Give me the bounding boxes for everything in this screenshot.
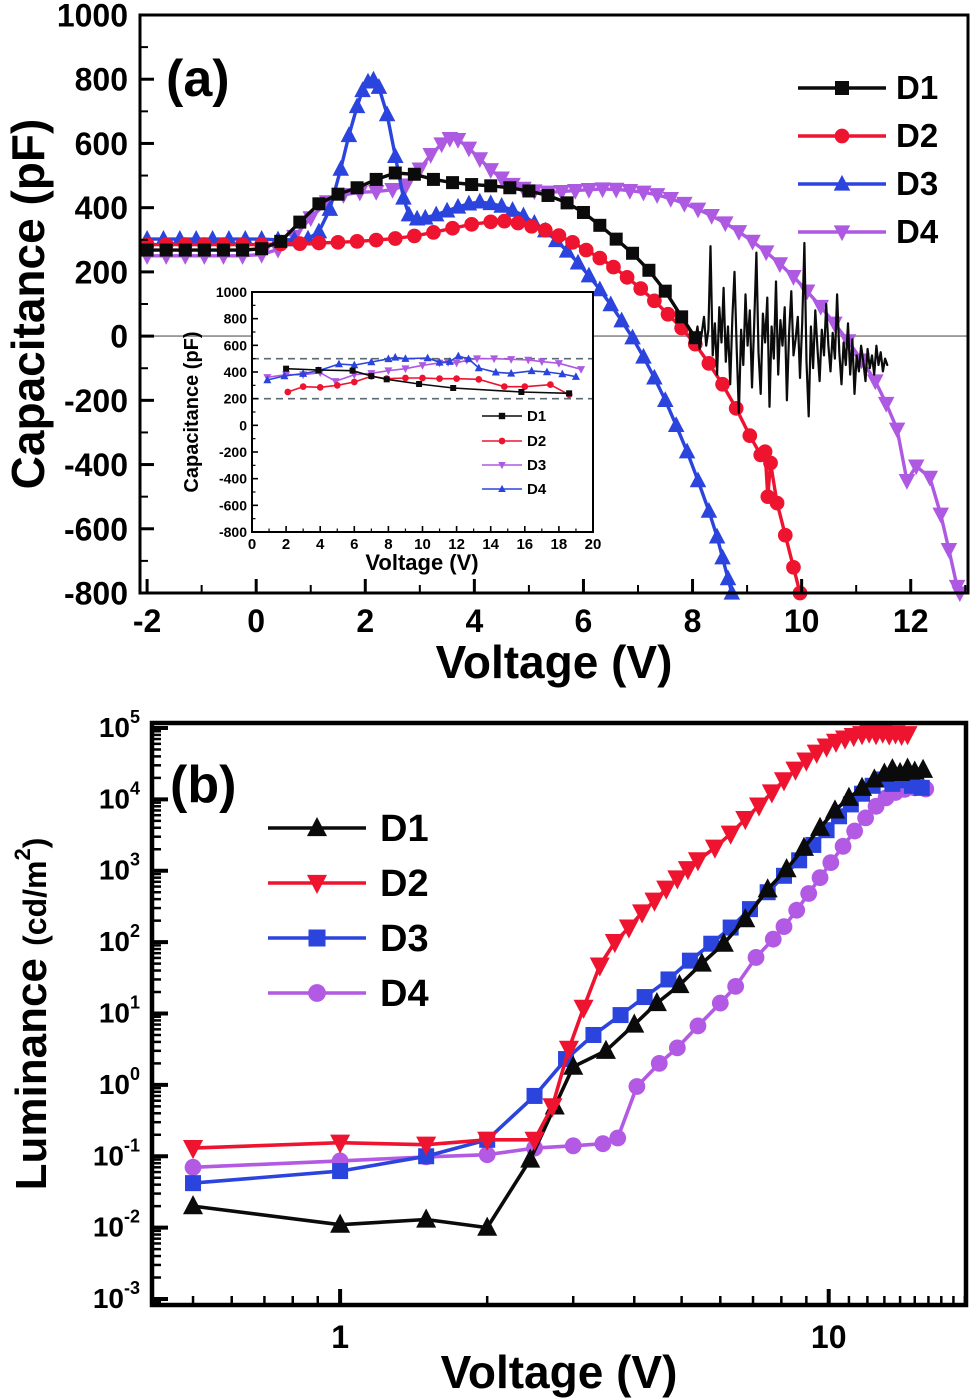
panel-b-y-tick-label: 10-2	[93, 1207, 140, 1243]
panel-a-inset-x-tick-label: 12	[448, 536, 465, 553]
panel-a-main-legend: D1 D2 D3 D4	[798, 69, 939, 250]
panel-a-main-x-axis-title: Voltage (V)	[436, 636, 673, 688]
panel-a-main-y-tick-label: 0	[110, 319, 128, 355]
panel-a-inset-y-axis-title: Capacitance (pF)	[181, 331, 203, 492]
panel-a-inset-legend-label-D2: D2	[527, 433, 546, 450]
panel-b-y-tick-label: 105	[99, 707, 140, 743]
panel-a-inset-x-tick-label: 2	[282, 536, 290, 553]
panel-a-main-panel-tag: (a)	[166, 50, 230, 108]
panel-a-main-x-tick-label: 2	[356, 603, 374, 639]
panel-b-legend-label-D2: D2	[380, 863, 429, 905]
panel-a-inset-y-tick-label: 200	[224, 391, 248, 407]
panel-a-inset-y-tick-label: 800	[224, 311, 248, 327]
panel-a-inset-x-axis-title: Voltage (V)	[365, 550, 478, 575]
panel-a-main-x-tick-label: -2	[133, 603, 161, 639]
panel-a-inset-legend: D1 D2 D3 D4	[482, 408, 547, 498]
panel-b-legend-label-D1: D1	[380, 808, 429, 850]
panel-b-y-axis-title: Luminance (cd/m2)	[7, 838, 56, 1191]
panel-a-inset-x-tick-label: 14	[482, 536, 499, 553]
panel-a-inset-y-tick-label: -200	[219, 444, 247, 460]
panel-b-y-tick-label: 104	[99, 778, 140, 814]
panel-a-main-legend-label-D3: D3	[896, 165, 938, 202]
panel-a-inset-x-tick-label: 4	[316, 536, 325, 553]
panel-a-inset-legend-label-D3: D3	[527, 457, 546, 474]
panel-a-inset-y-tick-label: 1000	[216, 284, 247, 300]
panel-a-main-y-tick-label: -600	[64, 511, 128, 547]
panel-a-main-y-tick-label: 200	[75, 254, 128, 290]
panel-a-main-y-tick-label: -400	[64, 447, 128, 483]
panel-a-main-y-tick-label: -800	[64, 576, 128, 612]
panel-a-main-y-axis-title: Capacitance (pF)	[2, 119, 54, 490]
panel-a-main-legend-label-D2: D2	[896, 117, 938, 154]
panel-b-x-axis-title: Voltage (V)	[441, 1346, 678, 1398]
panel-b-y-tick-label: 10-1	[93, 1135, 140, 1171]
panel-a-main-y-tick-label: 400	[75, 190, 128, 226]
panel-b-legend-label-D4: D4	[380, 973, 429, 1015]
panel-b-y-tick-label: 100	[99, 1064, 140, 1100]
panel-a-main-legend-label-D4: D4	[896, 213, 939, 250]
panel-a-inset-y-tick-label: -600	[219, 497, 247, 513]
panel-a-main-y-tick-label: 600	[75, 126, 128, 162]
panel-b-y-tick-label: 101	[99, 993, 140, 1029]
panel-a-inset-x-tick-label: 16	[516, 536, 533, 553]
panel-a-main-x-tick-label: 10	[784, 603, 820, 639]
panel-a-inset-y-tick-label: -800	[219, 524, 247, 540]
panel-b-luminance-voltage-chart: 1 10 105 104 103 102 101 100 10-1 10-2 10-3 Voltage…	[7, 707, 969, 1398]
panel-a-inset: 0 2 4 6 8 10 12 14 16 18 20 1000 800 600 400 200 0 -200 -4…	[181, 284, 601, 575]
panel-a-main-x-tick-label: 12	[893, 603, 929, 639]
panel-a-main-y-tick-label: 1000	[57, 0, 128, 34]
panel-b-series-D4	[184, 779, 935, 1176]
panel-b-series-D2	[182, 724, 918, 1160]
panel-a-inset-x-tick-label: 8	[384, 536, 392, 553]
panel-b-y-tick-label: 102	[99, 921, 140, 957]
panel-a-inset-y-tick-label: 600	[224, 337, 248, 353]
panel-a-main-x-tick-label: 4	[465, 603, 483, 639]
panel-a-capacitance-voltage-chart: -2 0 2 4 6 8 10 1210008006004002000-200-400-600…	[2, 0, 970, 688]
panel-a-inset-x-tick-label: 18	[551, 536, 568, 553]
panel-a-inset-legend-label-D4: D4	[527, 481, 547, 498]
panel-b-panel-tag: (b)	[170, 756, 236, 814]
panel-b-x-tick-label: 1	[331, 1319, 349, 1355]
panel-a-inset-x-tick-label: 20	[585, 536, 602, 553]
panel-b-x-tick-label: 10	[811, 1319, 847, 1355]
panel-a-inset-y-tick-label: -400	[219, 471, 247, 487]
panel-b-y-tick-label: 103	[99, 850, 140, 886]
panel-a-inset-x-tick-label: 10	[414, 536, 431, 553]
panel-a-inset-series-D1-inset	[283, 365, 573, 397]
panel-a-inset-legend-label-D1: D1	[527, 408, 546, 425]
panel-b-legend-label-D3: D3	[380, 918, 429, 960]
panel-a-main-y-tick-label: 800	[75, 62, 128, 98]
panel-b-y-tick-label: 10-3	[93, 1278, 140, 1314]
panel-a-inset-y-tick-label: 0	[239, 417, 247, 433]
panel-a-inset-x-tick-label: 0	[248, 536, 256, 553]
panel-a-inset-y-tick-label: 400	[224, 364, 248, 380]
panel-a-inset-x-tick-label: 6	[350, 536, 358, 553]
panel-a-main-legend-label-D1: D1	[896, 69, 938, 106]
panel-b-legend: D1 D2 D3 D4	[268, 808, 429, 1015]
panel-b: 1 10 105 104 103 102 101 100 10-1 10-2 10-3 Voltage…	[7, 707, 969, 1398]
panel-a-main-series-D1-noise	[694, 241, 889, 418]
panel-a-main-x-tick-label: 6	[575, 603, 593, 639]
panel-a-main-x-tick-label: 0	[247, 603, 265, 639]
panel-a-main: -2 0 2 4 6 8 10 1210008006004002000-200-400-600…	[2, 0, 970, 688]
panel-a-main-y-tick-label: -200	[64, 383, 128, 419]
panel-a-main-x-tick-label: 8	[684, 603, 702, 639]
